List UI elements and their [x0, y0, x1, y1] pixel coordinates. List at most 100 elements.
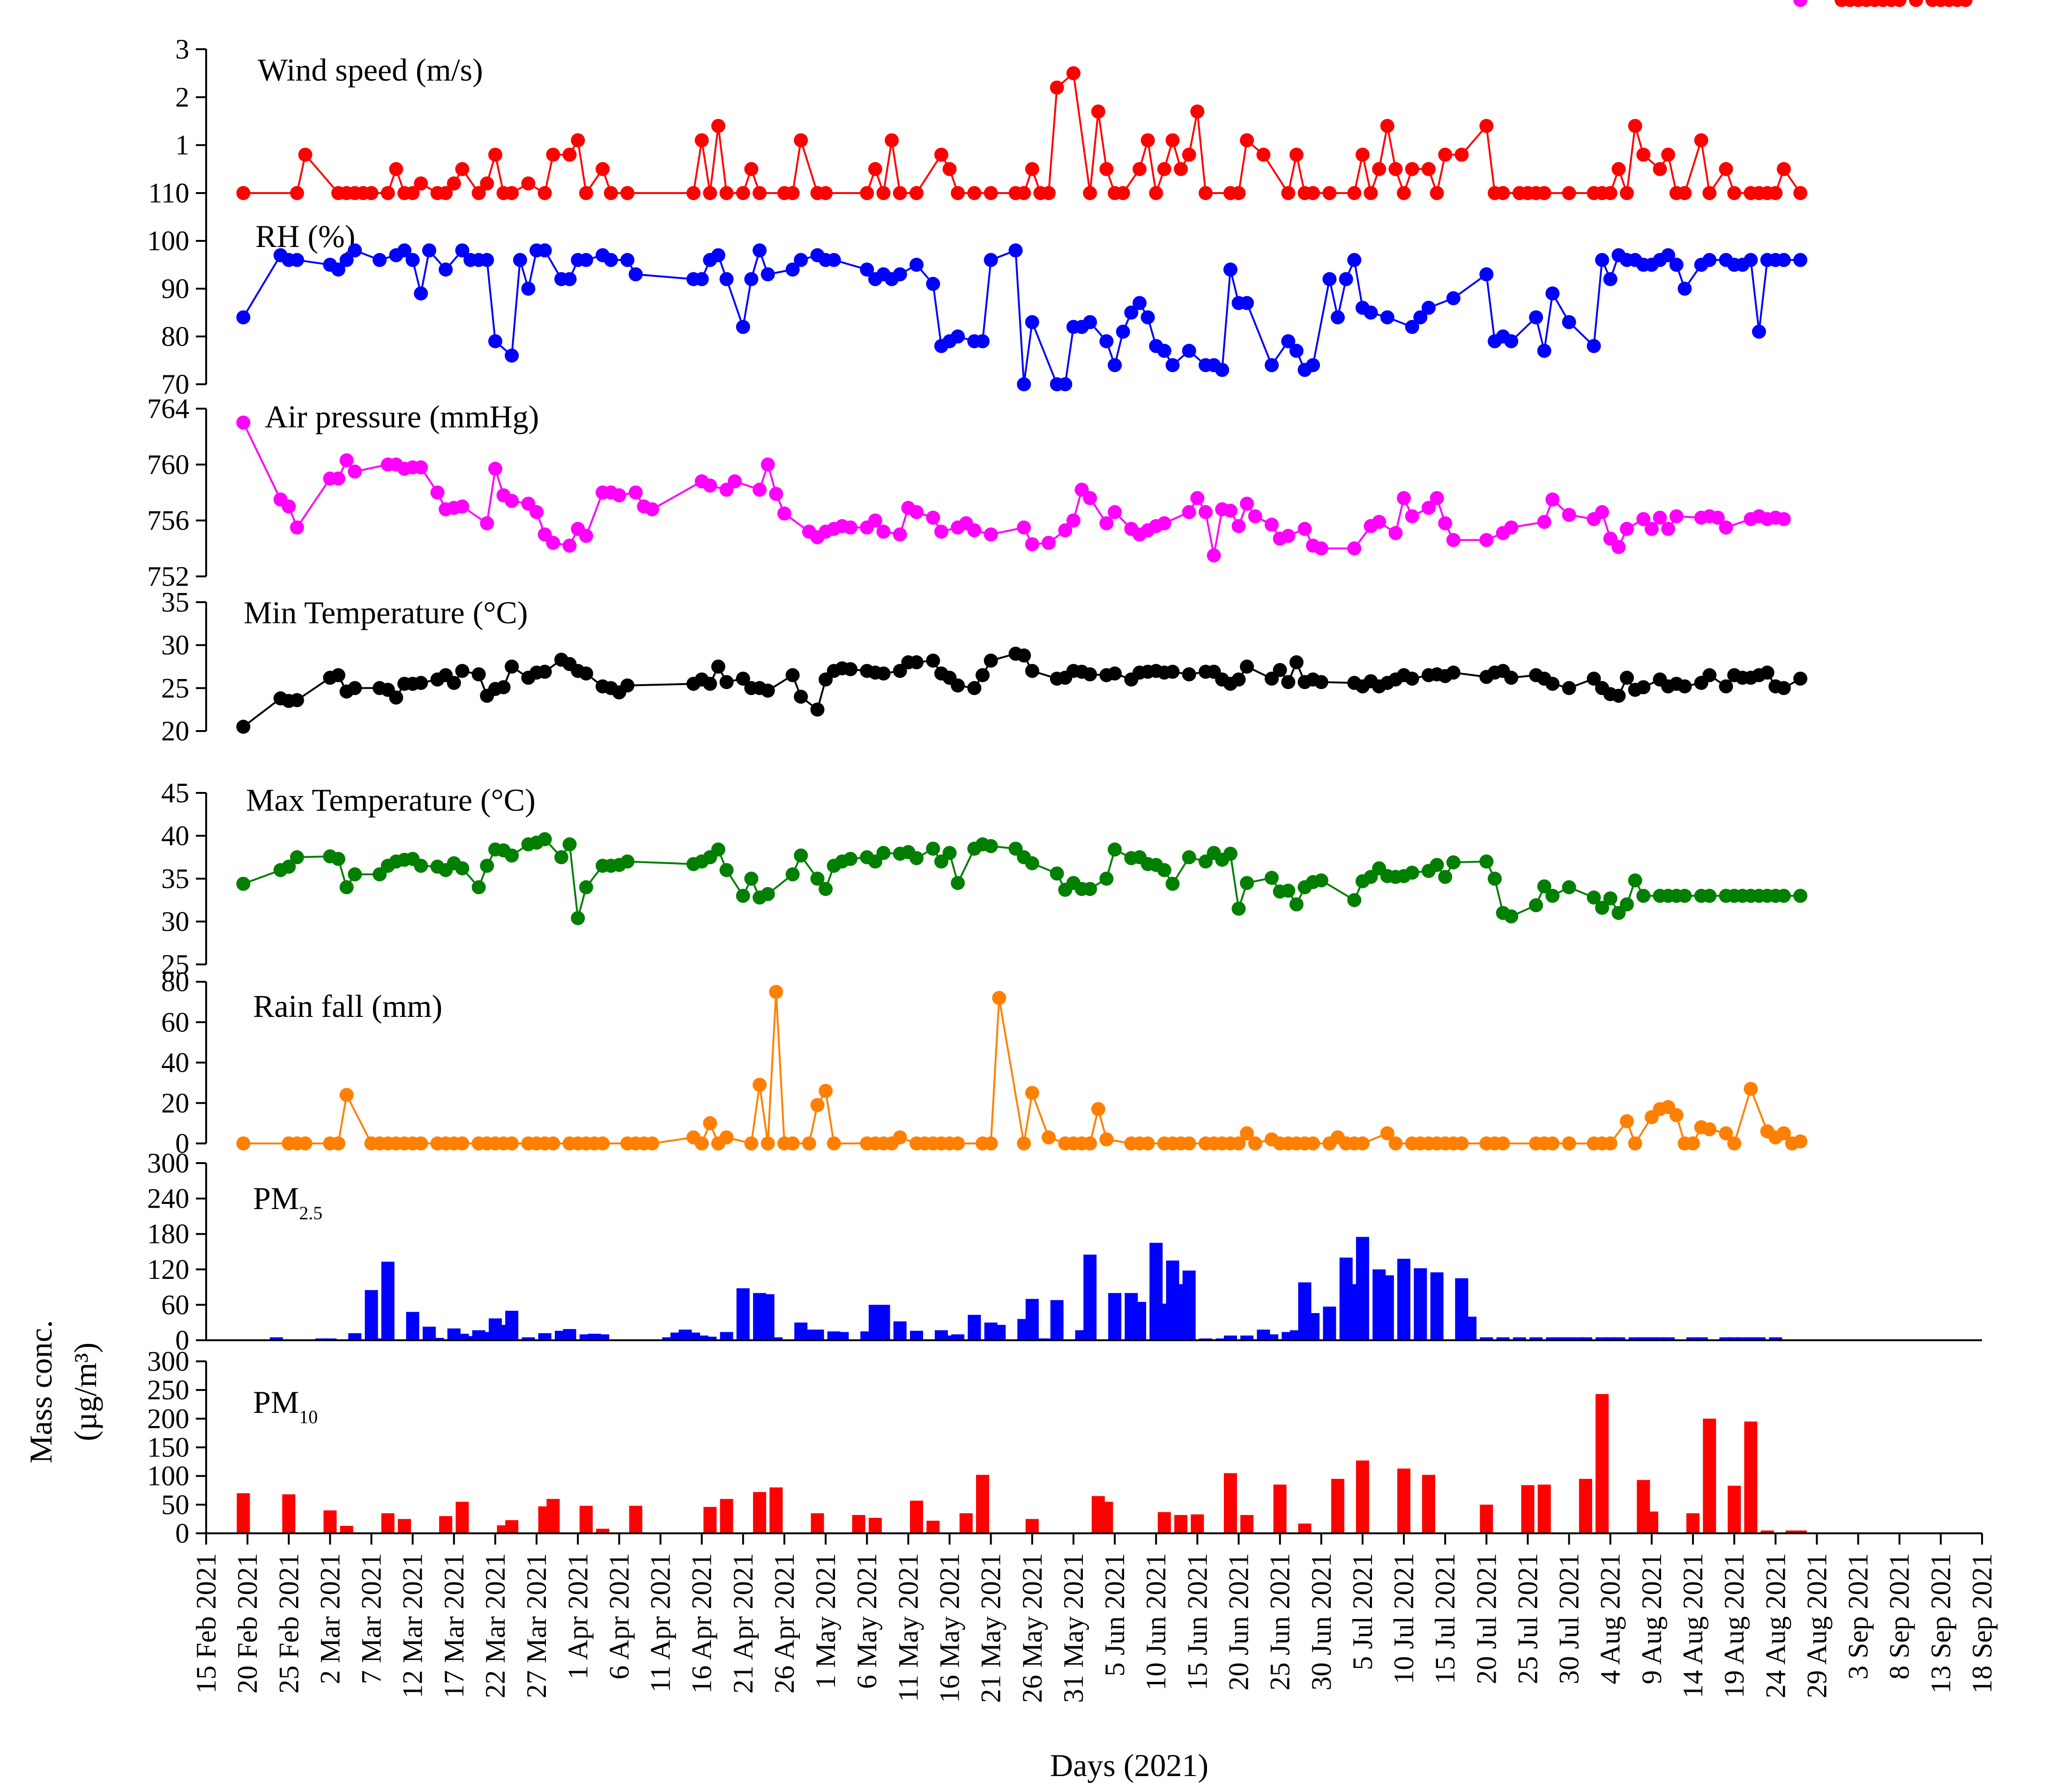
data-point-rh	[1545, 286, 1560, 301]
data-point-tmin	[1231, 672, 1246, 687]
y-tick-label-pm25: 180	[147, 1218, 189, 1249]
x-axis: 15 Feb 2021 20 Feb 2021 25 Feb 2021 2 Mar 2…	[191, 1532, 1998, 1703]
bar-pm25	[1380, 1275, 1394, 1340]
y-tick-label-pm10: 250	[147, 1374, 189, 1405]
data-point-rh	[1421, 300, 1436, 315]
data-point-tmax	[282, 859, 296, 874]
data-point-wind	[389, 162, 403, 176]
bar-pm25	[1265, 1334, 1278, 1340]
data-point-rain	[1248, 1136, 1262, 1150]
data-point-tmin	[1562, 681, 1576, 695]
bar-pm10	[1480, 1504, 1493, 1533]
data-point-pressure	[1190, 491, 1205, 505]
bar-pm10	[1356, 1460, 1369, 1533]
data-point-wind	[1165, 133, 1180, 148]
data-point-tmin	[447, 676, 461, 690]
data-point-rh	[1099, 334, 1114, 349]
data-point-tmax	[1537, 879, 1551, 894]
data-point-wind	[1364, 186, 1378, 200]
x-tick-label: 10 Jun 2021	[1141, 1553, 1171, 1690]
bar-pm10	[1422, 1475, 1435, 1533]
data-point-rh	[794, 253, 808, 267]
data-point-tmax	[348, 867, 362, 881]
data-point-pressure	[1421, 500, 1436, 515]
data-point-tmin	[976, 668, 990, 682]
data-point-rain	[744, 1136, 759, 1150]
data-point-tmax	[414, 859, 428, 873]
bar-pm10	[282, 1494, 296, 1533]
data-point-rh	[1157, 343, 1171, 358]
data-point-wind	[885, 133, 899, 148]
data-point-wind	[1240, 133, 1254, 148]
panel-title-wind: Wind speed (m/s)	[258, 52, 483, 88]
x-tick-label: 13 Sep 2021	[1925, 1553, 1956, 1694]
bar-pm25	[992, 1325, 1006, 1340]
panel-rain: 0 20 40 60 80 Rain fall (mm)	[161, 966, 1808, 1159]
data-point-rh	[1446, 291, 1461, 306]
data-point-wind	[744, 162, 759, 176]
bar-pm10	[1223, 1473, 1237, 1533]
data-point-wind	[1562, 186, 1576, 200]
data-point-rh	[1603, 272, 1618, 286]
bar-pm25	[951, 1334, 965, 1340]
data-point-tmin	[843, 662, 857, 676]
panel-tmin: 20 25 30 35 Min Temperature (°C)	[161, 587, 1808, 747]
data-point-wind	[1149, 186, 1163, 200]
panel-title-tmin: Min Temperature (°C)	[244, 595, 528, 630]
data-point-rain	[1669, 1108, 1684, 1122]
bar-pm25	[1513, 1337, 1526, 1340]
data-point-rh	[521, 282, 536, 296]
data-point-pressure	[546, 536, 560, 550]
data-point-wind	[736, 186, 750, 200]
data-point-rh	[1752, 324, 1766, 339]
data-point-tmax	[1620, 897, 1634, 911]
data-point-tmin	[1611, 688, 1626, 703]
panel-title-rh: RH (%)	[255, 218, 355, 254]
data-point-wind	[1603, 186, 1618, 200]
data-point-rain	[703, 1116, 717, 1130]
bar-pm10	[1595, 1394, 1609, 1533]
data-point-wind	[1256, 148, 1271, 162]
data-point-pressure	[753, 483, 767, 497]
data-point-wind	[1438, 148, 1453, 162]
data-point-wind	[1430, 186, 1444, 200]
data-point-rain	[1686, 1136, 1700, 1150]
data-point-rain	[951, 1136, 965, 1150]
data-point-pressure	[645, 502, 659, 516]
data-point-tmin	[1587, 672, 1601, 686]
bar-pm10	[1537, 1485, 1551, 1533]
bar-pm10	[852, 1515, 865, 1533]
y-tick-label-pm10: 150	[147, 1432, 189, 1463]
data-point-wind	[1116, 186, 1130, 200]
bar-pm25	[1752, 1337, 1766, 1340]
data-point-tmin	[736, 672, 750, 686]
data-point-rh	[1331, 310, 1345, 325]
data-point-tmax	[1165, 877, 1180, 891]
bar-pm25	[811, 1329, 824, 1340]
y-tick-label-pm25: 120	[147, 1254, 189, 1285]
y-tick-label-wind: 1	[175, 130, 189, 161]
data-point-wind	[480, 176, 494, 191]
data-point-pressure	[1446, 533, 1461, 547]
data-point-tmin	[1776, 681, 1791, 695]
data-point-tmax	[810, 872, 825, 886]
data-point-wind	[819, 186, 833, 200]
bar-pm25	[968, 1314, 981, 1340]
y-axis-title-line1: Mass conc.	[23, 1320, 59, 1463]
bar-pm25	[431, 1338, 444, 1340]
data-point-pressure	[1223, 503, 1237, 518]
bar-pm10	[546, 1499, 560, 1533]
bar-pm25	[1306, 1313, 1320, 1340]
data-point-tmax	[1405, 866, 1419, 880]
bar-pm10	[1521, 1485, 1535, 1533]
y-tick-label-rain: 60	[161, 1007, 189, 1038]
bar-pm10	[1744, 1421, 1758, 1533]
data-point-rh	[1265, 358, 1279, 373]
x-tick-label: 5 Jul 2021	[1347, 1553, 1378, 1670]
bar-pm25	[662, 1337, 676, 1340]
data-point-rh	[1124, 306, 1139, 320]
data-point-wind	[1892, 0, 1907, 7]
data-point-rain	[719, 1130, 734, 1145]
data-point-wind	[1190, 105, 1205, 119]
data-point-rh	[537, 243, 552, 258]
